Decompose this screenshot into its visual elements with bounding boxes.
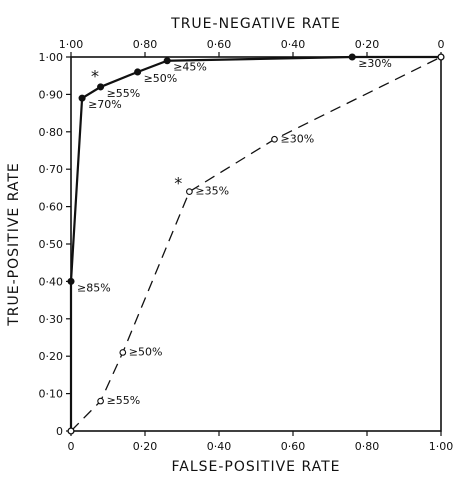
series-2-point [67, 427, 75, 435]
y-tick-label: 0·80 [39, 126, 64, 139]
x-tick-label: 1·00 [429, 440, 454, 453]
asterisk-annotation: * [91, 67, 99, 86]
x-tick-label: 0·40 [207, 440, 232, 453]
point-label: ≥85% [77, 281, 111, 294]
series-1-point [134, 68, 142, 76]
y-tick-label: 0·70 [39, 163, 64, 176]
point-label: ≥30% [358, 57, 392, 70]
y-tick-label: 0·10 [39, 388, 64, 401]
x-tick-label: 0 [68, 440, 75, 453]
asterisk-annotation: * [174, 173, 182, 192]
series-2-point [97, 397, 104, 405]
series-1-point [97, 83, 105, 91]
y-tick-label: 0·30 [39, 313, 64, 326]
point-label: ≥50% [129, 345, 163, 358]
x2-tick-label: 0·40 [281, 38, 306, 51]
x2-tick-label: 0·20 [355, 38, 380, 51]
series-1-point [163, 57, 171, 65]
series-1-point [67, 277, 75, 285]
series-1-point [348, 53, 356, 61]
plot-frame [70, 56, 442, 432]
x-axis-title: FALSE-POSITIVE RATE [171, 459, 340, 475]
point-label: ≥55% [107, 87, 141, 100]
y-tick-label: 0·50 [39, 238, 64, 251]
point-label: ≥70% [88, 98, 122, 111]
point-label: ≥35% [195, 185, 229, 198]
series-2-point [437, 53, 445, 61]
x-tick-label: 0·20 [133, 440, 158, 453]
point-label: ≥45% [173, 61, 207, 74]
series-1-line [69, 55, 441, 431]
series-2-point [271, 135, 278, 143]
series-1-point [78, 94, 86, 102]
series-2-line [70, 56, 442, 432]
x2-tick-label: 0·80 [133, 38, 158, 51]
y-tick-label: 0·90 [39, 88, 64, 101]
point-label: ≥30% [281, 132, 315, 145]
x-tick-label: 0·60 [281, 440, 306, 453]
y-tick-label: 0·40 [39, 275, 64, 288]
series-2-point [119, 349, 127, 356]
y-tick-label: 0·60 [39, 201, 64, 214]
series-2-point [186, 188, 193, 195]
point-label: ≥55% [107, 394, 141, 407]
x-tick-label: 0·80 [355, 440, 380, 453]
y-tick-label: 1·00 [39, 51, 64, 64]
point-label: ≥50% [144, 72, 178, 85]
y-tick-label: 0 [56, 425, 63, 438]
x2-axis-title: TRUE-NEGATIVE RATE [170, 16, 341, 32]
x2-tick-label: 1·00 [59, 38, 84, 51]
x2-tick-label: 0·60 [207, 38, 232, 51]
y-axis-title: TRUE-POSITIVE RATE [6, 162, 22, 327]
x2-tick-label: 0 [438, 38, 445, 51]
y-tick-label: 0·20 [39, 350, 64, 363]
